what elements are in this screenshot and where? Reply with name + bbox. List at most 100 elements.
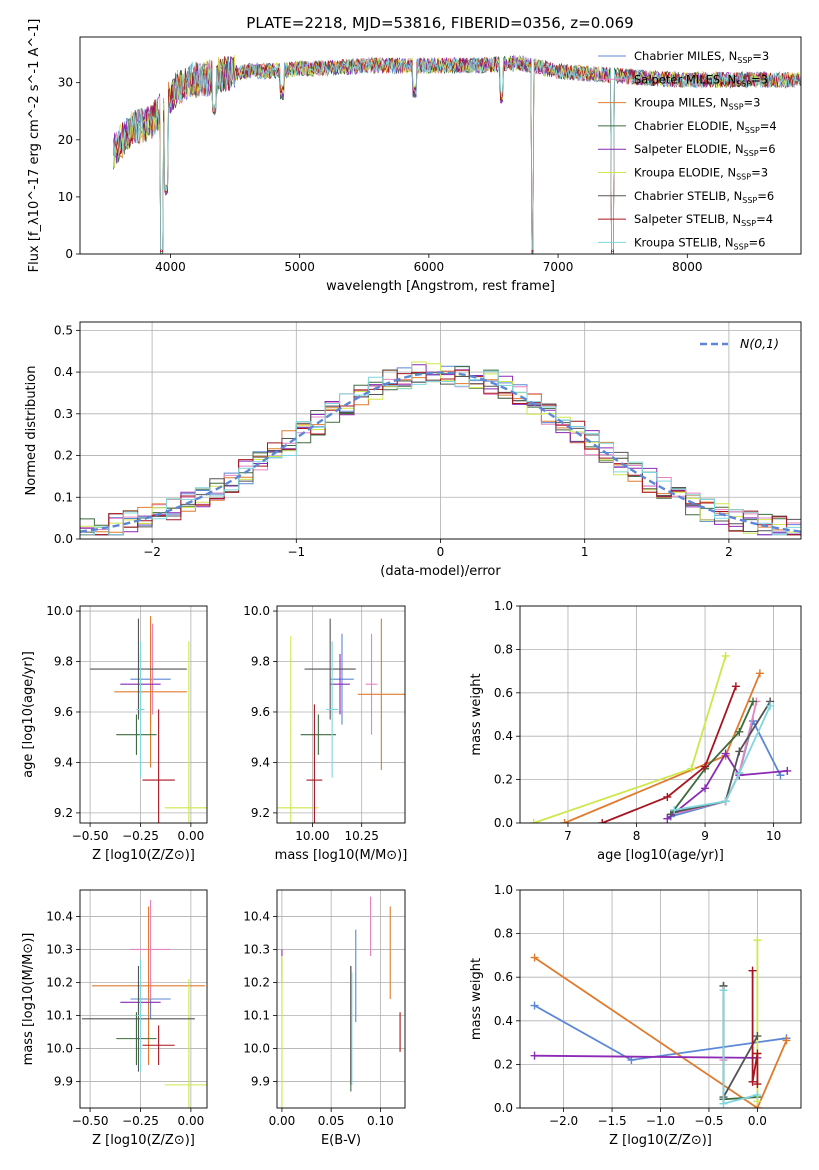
axes-frame — [276, 889, 406, 1109]
x-axis-label: wavelength [Angstrom, rest frame] — [326, 279, 555, 294]
y-tick-label: 10.0 — [46, 1042, 73, 1056]
x-tick-label: 8000 — [672, 260, 703, 274]
weight-marker-4 — [701, 784, 710, 793]
weight-marker-4 — [663, 814, 672, 823]
panel-z-weight: −2.0 −1.5 −1.0 −0.5 0.0 0.0 0.2 0.4 0.6 0.8 1.0 Z [… — [469, 883, 802, 1148]
weight-line-4 — [534, 1054, 758, 1059]
y-tick-label: 0.4 — [494, 1014, 513, 1028]
y-tick-label: 10 — [58, 190, 73, 204]
y-tick-label: 9.4 — [251, 755, 270, 769]
weight-marker-8 — [766, 701, 775, 710]
y-tick-label: 0.6 — [494, 970, 513, 984]
y-tick-label: 10.0 — [243, 1042, 270, 1056]
y-tick-label: 10.2 — [243, 975, 270, 989]
x-tick-label: −0.50 — [72, 1114, 109, 1128]
y-tick-label: 9.6 — [251, 705, 270, 719]
x-tick-label: 10.00 — [295, 829, 329, 843]
weight-marker-0 — [530, 1001, 539, 1010]
histogram-7 — [80, 369, 801, 536]
panel-ebv-mass: 0.00 0.05 0.10 9.9 10.0 10.1 10.2 10.3 10.4 E(B-V… — [243, 889, 406, 1148]
y-tick-label: 0.2 — [494, 773, 513, 787]
y-tick-label: 20 — [58, 133, 73, 147]
axes-frame — [519, 889, 802, 1109]
weight-line-8 — [674, 705, 772, 811]
weight-marker-2 — [755, 669, 764, 678]
x-axis-label: E(B-V) — [321, 1133, 361, 1148]
weight-marker-8 — [753, 1090, 762, 1099]
axes-frame — [79, 321, 802, 540]
weight-line-5 — [533, 655, 727, 823]
legend-entry: Kroupa STELIB, NSSP=6 — [634, 235, 765, 251]
y-tick-label: 30 — [58, 76, 73, 90]
plot-area — [90, 616, 207, 823]
axes-frame — [276, 605, 406, 824]
plot-area — [113, 54, 801, 254]
y-tick-label: 9.6 — [54, 705, 73, 719]
x-tick-label: 0.00 — [178, 1114, 205, 1128]
plot-area — [529, 651, 792, 823]
y-axis-label: mass [log10(M/M⊙)] — [21, 933, 36, 1066]
y-tick-label: 0.5 — [54, 323, 73, 337]
x-axis-label: Z [log10(Z/Z⊙)] — [92, 1133, 195, 1148]
y-axis-label: Flux [f_λ10^-17 erg cm^-2 s^-1 A^-1] — [27, 19, 42, 273]
weight-marker-3 — [735, 727, 744, 736]
x-axis-label: Z [log10(Z/Z⊙)] — [609, 1133, 712, 1148]
x-tick-label: 9 — [701, 829, 709, 843]
plot-area — [530, 936, 791, 1108]
x-tick-label: 1 — [581, 545, 589, 559]
y-tick-label: 9.2 — [54, 806, 73, 820]
histogram-8 — [80, 370, 801, 536]
x-tick-label: 4000 — [155, 260, 186, 274]
x-tick-label: 7 — [564, 829, 572, 843]
x-axis-label: age [log10(age/yr)] — [597, 848, 724, 863]
weight-marker-3 — [749, 697, 758, 706]
weight-line-6 — [674, 701, 771, 813]
weight-marker-7 — [753, 1080, 762, 1089]
legend-entry: Salpeter STELIB, NSSP=4 — [634, 212, 773, 228]
y-axis-label: age [log10(age/yr)] — [21, 651, 36, 778]
weight-marker-4 — [530, 1051, 539, 1060]
panel-residuals: −2 −1 0 1 2 0.0 0.1 0.2 0.3 0.4 0.5 (data-model)/er… — [24, 321, 802, 579]
x-tick-label: 10.25 — [344, 829, 378, 843]
y-tick-label: 0.2 — [494, 1057, 513, 1071]
x-tick-label: 0.00 — [178, 829, 205, 843]
y-tick-label: 9.2 — [251, 806, 270, 820]
legend-entry: Salpeter MILES, NSSP=3 — [634, 72, 768, 88]
weight-marker-5 — [753, 936, 762, 945]
y-tick-label: 10.1 — [243, 1009, 270, 1023]
weight-marker-8 — [719, 986, 728, 995]
y-tick-label: 9.9 — [54, 1075, 73, 1089]
x-tick-label: 0.0 — [748, 1114, 767, 1128]
legend-entry: Chabrier STELIB, NSSP=6 — [634, 189, 774, 205]
weight-marker-7 — [701, 762, 710, 771]
weight-marker-4 — [721, 749, 730, 758]
y-tick-label: 10.3 — [243, 942, 270, 956]
weight-line-2 — [533, 956, 788, 1108]
y-tick-label: 0.8 — [494, 927, 513, 941]
axes-frame — [79, 889, 208, 1109]
spectrum-line-8 — [113, 55, 801, 250]
legend-entry: Salpeter ELODIE, NSSP=6 — [634, 142, 776, 158]
weight-marker-5 — [687, 764, 696, 773]
weight-marker-8 — [721, 797, 730, 806]
y-tick-label: 10.2 — [46, 975, 73, 989]
y-tick-label: 10.0 — [243, 604, 270, 618]
weight-marker-4 — [783, 766, 792, 775]
legend-entry: Kroupa ELODIE, NSSP=3 — [634, 166, 768, 182]
figure-title: PLATE=2218, MJD=53816, FIBERID=0356, z=0… — [246, 14, 633, 32]
weight-marker-2 — [560, 819, 569, 823]
legend-entry: N(0,1) — [740, 336, 779, 351]
panel-spectrum: 4000 5000 6000 7000 8000 0 10 20 30 wavelength [A… — [27, 19, 802, 294]
y-axis-label: mass weight — [469, 673, 484, 755]
y-tick-label: 10.3 — [46, 942, 73, 956]
plot-area — [281, 896, 401, 1108]
x-tick-label: 7000 — [543, 260, 574, 274]
x-tick-label: 2 — [725, 545, 733, 559]
y-tick-label: 0.6 — [494, 686, 513, 700]
histogram-6 — [80, 369, 801, 536]
y-tick-label: 0 — [65, 247, 73, 261]
weight-marker-5 — [529, 819, 538, 823]
x-axis-label: Z [log10(Z/Z⊙)] — [92, 848, 195, 863]
y-tick-label: 0.4 — [494, 729, 513, 743]
